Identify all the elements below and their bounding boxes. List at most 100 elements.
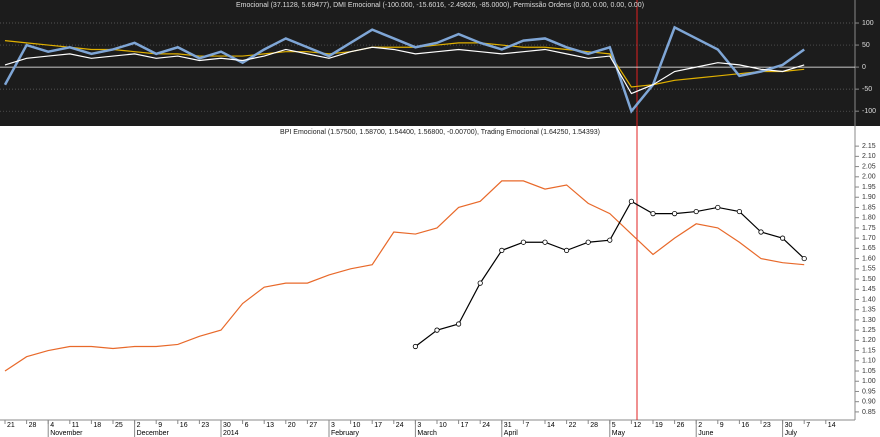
- y-tick-label: 0: [862, 64, 866, 71]
- series-marker: [671, 211, 678, 217]
- x-tick-label: 5: [612, 422, 616, 429]
- x-tick-label: 2: [137, 422, 141, 429]
- series-marker: [801, 255, 807, 262]
- x-tick-label: 26: [677, 422, 685, 429]
- y-tick-label: 2.15: [862, 143, 876, 150]
- y-tick-label: 1.75: [862, 225, 876, 232]
- month-label: June: [698, 430, 713, 437]
- x-tick-label: 17: [374, 422, 382, 429]
- series-marker: [434, 327, 440, 333]
- y-tick-label: 1.50: [862, 276, 876, 283]
- y-tick-label: 1.20: [862, 337, 876, 344]
- x-tick-label: 21: [7, 422, 15, 429]
- y-tick-label: 1.35: [862, 307, 876, 314]
- x-tick-label: 27: [309, 422, 317, 429]
- x-tick-label: 30: [223, 422, 231, 429]
- y-tick-label: 1.05: [862, 368, 876, 375]
- series-marker: [455, 321, 462, 327]
- y-tick-label: 1.45: [862, 286, 876, 293]
- x-tick-label: 25: [115, 422, 123, 429]
- y-tick-label: 1.85: [862, 204, 876, 211]
- y-tick-label: 1.90: [862, 194, 876, 201]
- y-tick-label: 1.10: [862, 358, 876, 365]
- x-tick-label: 3: [417, 422, 421, 429]
- x-tick-label: 7: [806, 422, 810, 429]
- x-tick-label: 19: [655, 422, 663, 429]
- y-tick-label: 1.00: [862, 378, 876, 385]
- x-tick-label: 2: [698, 422, 702, 429]
- series-marker: [477, 280, 483, 286]
- series-marker: [520, 239, 527, 245]
- y-tick-label: 0.90: [862, 399, 876, 406]
- series-marker: [779, 235, 786, 241]
- x-tick-label: 12: [633, 422, 641, 429]
- x-tick-label: 24: [482, 422, 490, 429]
- x-tick-label: 13: [266, 422, 274, 429]
- y-tick-label: 100: [862, 20, 874, 27]
- series-marker: [412, 343, 418, 350]
- indicator-title: Emocional (37.1128, 5.69477), DMI Emocio…: [236, 2, 644, 9]
- series-line: [3, 25, 805, 114]
- y-tick-label: 1.25: [862, 327, 876, 334]
- x-tick-label: 23: [201, 422, 209, 429]
- series-marker: [693, 208, 699, 215]
- y-tick-label: -50: [862, 86, 872, 93]
- x-tick-label: 31: [504, 422, 512, 429]
- x-tick-label: 23: [763, 422, 771, 429]
- x-tick-label: 14: [547, 422, 555, 429]
- y-tick-label: 1.80: [862, 215, 876, 222]
- y-tick-label: 1.65: [862, 245, 876, 252]
- month-label: February: [331, 430, 360, 437]
- x-tick-label: 16: [741, 422, 749, 429]
- month-label: November: [50, 430, 83, 437]
- x-tick-label: 11: [72, 422, 79, 429]
- series-line: [4, 40, 805, 88]
- series-line: [4, 180, 805, 372]
- month-label: March: [417, 430, 437, 437]
- month-label: December: [137, 430, 170, 437]
- x-tick-label: 28: [590, 422, 598, 429]
- series-line: [4, 46, 805, 95]
- series-marker: [628, 198, 635, 204]
- y-tick-label: 0.95: [862, 388, 876, 395]
- x-tick-label: 9: [158, 422, 162, 429]
- series-marker: [607, 237, 613, 243]
- series-marker: [758, 229, 764, 235]
- indicator-panel: [0, 0, 880, 126]
- y-tick-label: 1.95: [862, 184, 876, 191]
- y-tick-label: 1.40: [862, 296, 876, 303]
- series-marker: [736, 208, 743, 215]
- y-tick-label: 1.15: [862, 347, 876, 354]
- y-tick-label: 2.10: [862, 153, 876, 160]
- y-tick-label: -100: [862, 108, 876, 115]
- y-tick-label: 1.70: [862, 235, 876, 242]
- series-marker: [542, 239, 548, 245]
- price-title: BPI Emocional (1.57500, 1.58700, 1.54400…: [280, 129, 600, 136]
- series-marker: [585, 239, 591, 245]
- x-tick-label: 20: [288, 422, 296, 429]
- month-label: April: [504, 430, 518, 437]
- series-marker: [650, 211, 656, 217]
- series-marker: [499, 247, 505, 253]
- x-tick-label: 14: [828, 422, 836, 429]
- month-label: 2014: [223, 430, 239, 437]
- x-tick-label: 28: [29, 422, 37, 429]
- series-marker: [563, 247, 570, 253]
- y-tick-label: 0.85: [862, 409, 876, 416]
- y-tick-label: 2.05: [862, 163, 876, 170]
- x-tick-label: 16: [180, 422, 188, 429]
- x-tick-label: 3: [331, 422, 335, 429]
- y-tick-label: 1.60: [862, 255, 876, 262]
- y-tick-label: 1.30: [862, 317, 876, 324]
- y-tick-label: 50: [862, 42, 870, 49]
- x-tick-label: 30: [785, 422, 793, 429]
- x-tick-label: 17: [461, 422, 469, 429]
- y-tick-label: 1.55: [862, 266, 876, 273]
- x-tick-label: 9: [720, 422, 724, 429]
- y-tick-label: 2.00: [862, 174, 876, 181]
- x-tick-label: 10: [353, 422, 361, 429]
- month-label: May: [612, 430, 626, 437]
- x-tick-label: 22: [569, 422, 577, 429]
- x-tick-label: 7: [525, 422, 529, 429]
